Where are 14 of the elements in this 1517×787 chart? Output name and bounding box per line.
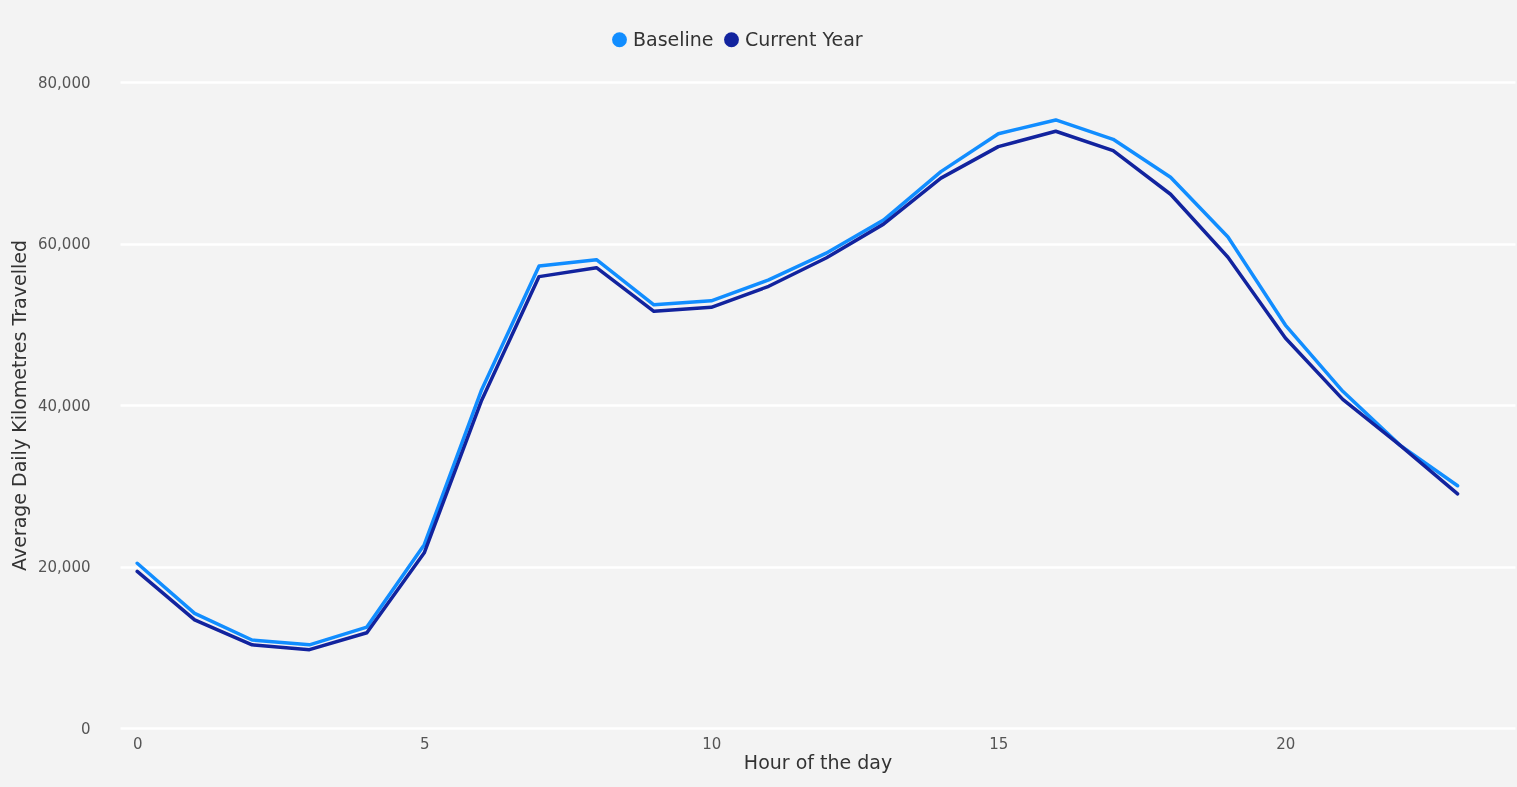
y-tick-label: 60,000 [38,235,91,253]
legend-label: Current Year [745,27,863,50]
x-tick-label: 0 [132,734,143,753]
y-tick-label: 0 [80,719,91,738]
x-axis-title: Hour of the day [743,750,893,773]
x-tick-label: 5 [419,734,430,753]
x-tick-label: 10 [702,734,722,753]
y-tick-label: 20,000 [38,558,91,576]
y-axis-title: Average Daily Kilometres Travelled [8,240,31,571]
x-tick-label: 20 [1276,734,1296,753]
y-tick-label: 40,000 [38,396,91,415]
x-tick-label: 15 [989,734,1009,753]
legend-label: Baseline [633,27,714,50]
y-tick-label: 80,000 [38,73,91,92]
